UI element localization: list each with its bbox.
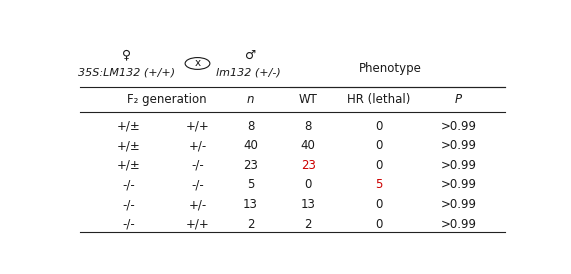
Text: >0.99: >0.99 <box>441 198 477 211</box>
Text: lm132 (+/-): lm132 (+/-) <box>216 68 281 78</box>
Text: 8: 8 <box>247 120 254 133</box>
Text: 5: 5 <box>375 178 383 192</box>
Text: 0: 0 <box>375 218 383 231</box>
Text: 0: 0 <box>375 120 383 133</box>
Text: +/±: +/± <box>117 120 141 133</box>
Text: F₂ generation: F₂ generation <box>127 93 206 106</box>
Text: 5: 5 <box>247 178 254 192</box>
Text: 2: 2 <box>247 218 254 231</box>
Text: n: n <box>247 93 254 106</box>
Text: WT: WT <box>299 93 317 106</box>
Text: 0: 0 <box>375 198 383 211</box>
Text: ♂: ♂ <box>245 48 256 62</box>
Text: 23: 23 <box>301 159 316 172</box>
Text: ♀: ♀ <box>122 48 131 62</box>
Text: >0.99: >0.99 <box>441 120 477 133</box>
Text: 23: 23 <box>243 159 258 172</box>
Text: -/-: -/- <box>191 159 204 172</box>
Text: -/-: -/- <box>123 178 135 192</box>
Text: +/-: +/- <box>188 139 207 152</box>
Text: +/±: +/± <box>117 139 141 152</box>
Text: +/+: +/+ <box>186 218 210 231</box>
Text: 2: 2 <box>304 218 312 231</box>
Text: -/-: -/- <box>191 178 204 192</box>
Text: 35S:LM132 (+/+): 35S:LM132 (+/+) <box>78 68 175 78</box>
Text: 40: 40 <box>301 139 316 152</box>
Text: >0.99: >0.99 <box>441 178 477 192</box>
Text: 0: 0 <box>304 178 312 192</box>
Text: 8: 8 <box>304 120 312 133</box>
Text: >0.99: >0.99 <box>441 159 477 172</box>
Text: +/+: +/+ <box>186 120 210 133</box>
Text: +/-: +/- <box>188 198 207 211</box>
Text: -/-: -/- <box>123 218 135 231</box>
Text: x: x <box>195 58 200 68</box>
Text: >0.99: >0.99 <box>441 139 477 152</box>
Text: 0: 0 <box>375 159 383 172</box>
Text: 13: 13 <box>243 198 258 211</box>
Text: 40: 40 <box>243 139 258 152</box>
Text: HR (lethal): HR (lethal) <box>347 93 411 106</box>
Text: >0.99: >0.99 <box>441 218 477 231</box>
Text: -/-: -/- <box>123 198 135 211</box>
Text: P: P <box>455 93 462 106</box>
Text: Phenotype: Phenotype <box>359 62 421 75</box>
Text: 0: 0 <box>375 139 383 152</box>
Text: +/±: +/± <box>117 159 141 172</box>
Text: 13: 13 <box>301 198 316 211</box>
